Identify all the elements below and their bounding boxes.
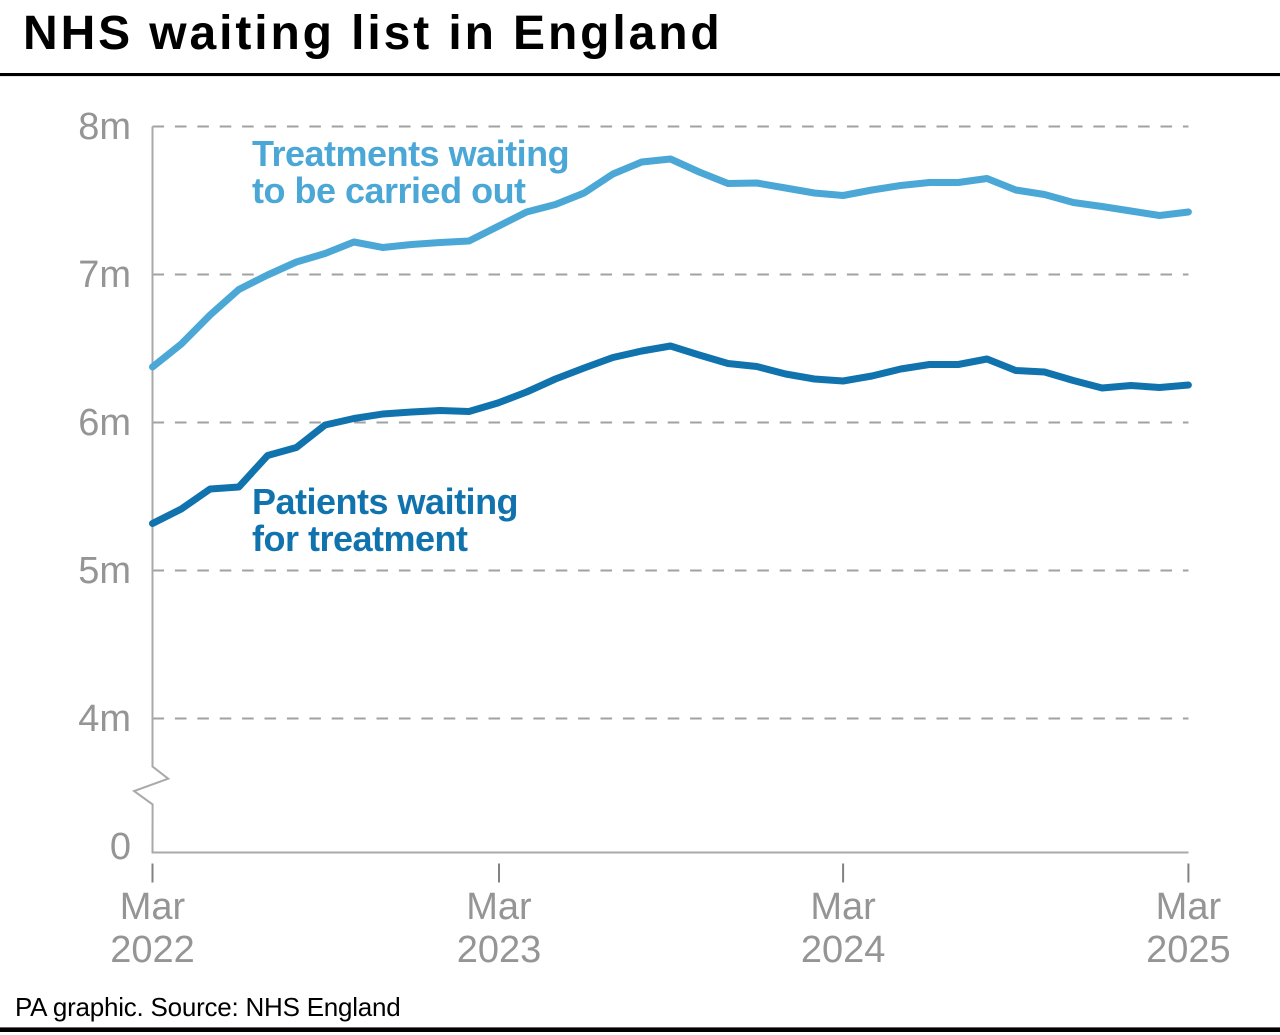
svg-text:8m: 8m: [78, 106, 131, 148]
svg-text:7m: 7m: [78, 254, 131, 296]
svg-text:4m: 4m: [78, 698, 131, 740]
svg-text:2023: 2023: [457, 929, 542, 971]
svg-text:Mar: Mar: [810, 886, 876, 928]
svg-text:2024: 2024: [801, 929, 886, 971]
svg-text:2025: 2025: [1146, 929, 1231, 971]
svg-text:Mar: Mar: [1156, 886, 1222, 928]
svg-text:2022: 2022: [110, 929, 195, 971]
svg-text:Mar: Mar: [120, 886, 186, 928]
svg-text:for treatment: for treatment: [252, 518, 468, 559]
svg-text:5m: 5m: [78, 550, 131, 592]
svg-text:6m: 6m: [78, 402, 131, 444]
svg-text:NHS waiting list in England: NHS waiting list in England: [23, 7, 723, 60]
svg-text:Treatments waiting: Treatments waiting: [252, 133, 569, 174]
svg-text:0: 0: [110, 826, 131, 868]
svg-text:PA graphic. Source: NHS Englan: PA graphic. Source: NHS England: [15, 992, 401, 1022]
svg-text:to be carried out: to be carried out: [252, 170, 526, 211]
svg-text:Mar: Mar: [466, 886, 532, 928]
svg-text:Patients waiting: Patients waiting: [252, 481, 518, 522]
